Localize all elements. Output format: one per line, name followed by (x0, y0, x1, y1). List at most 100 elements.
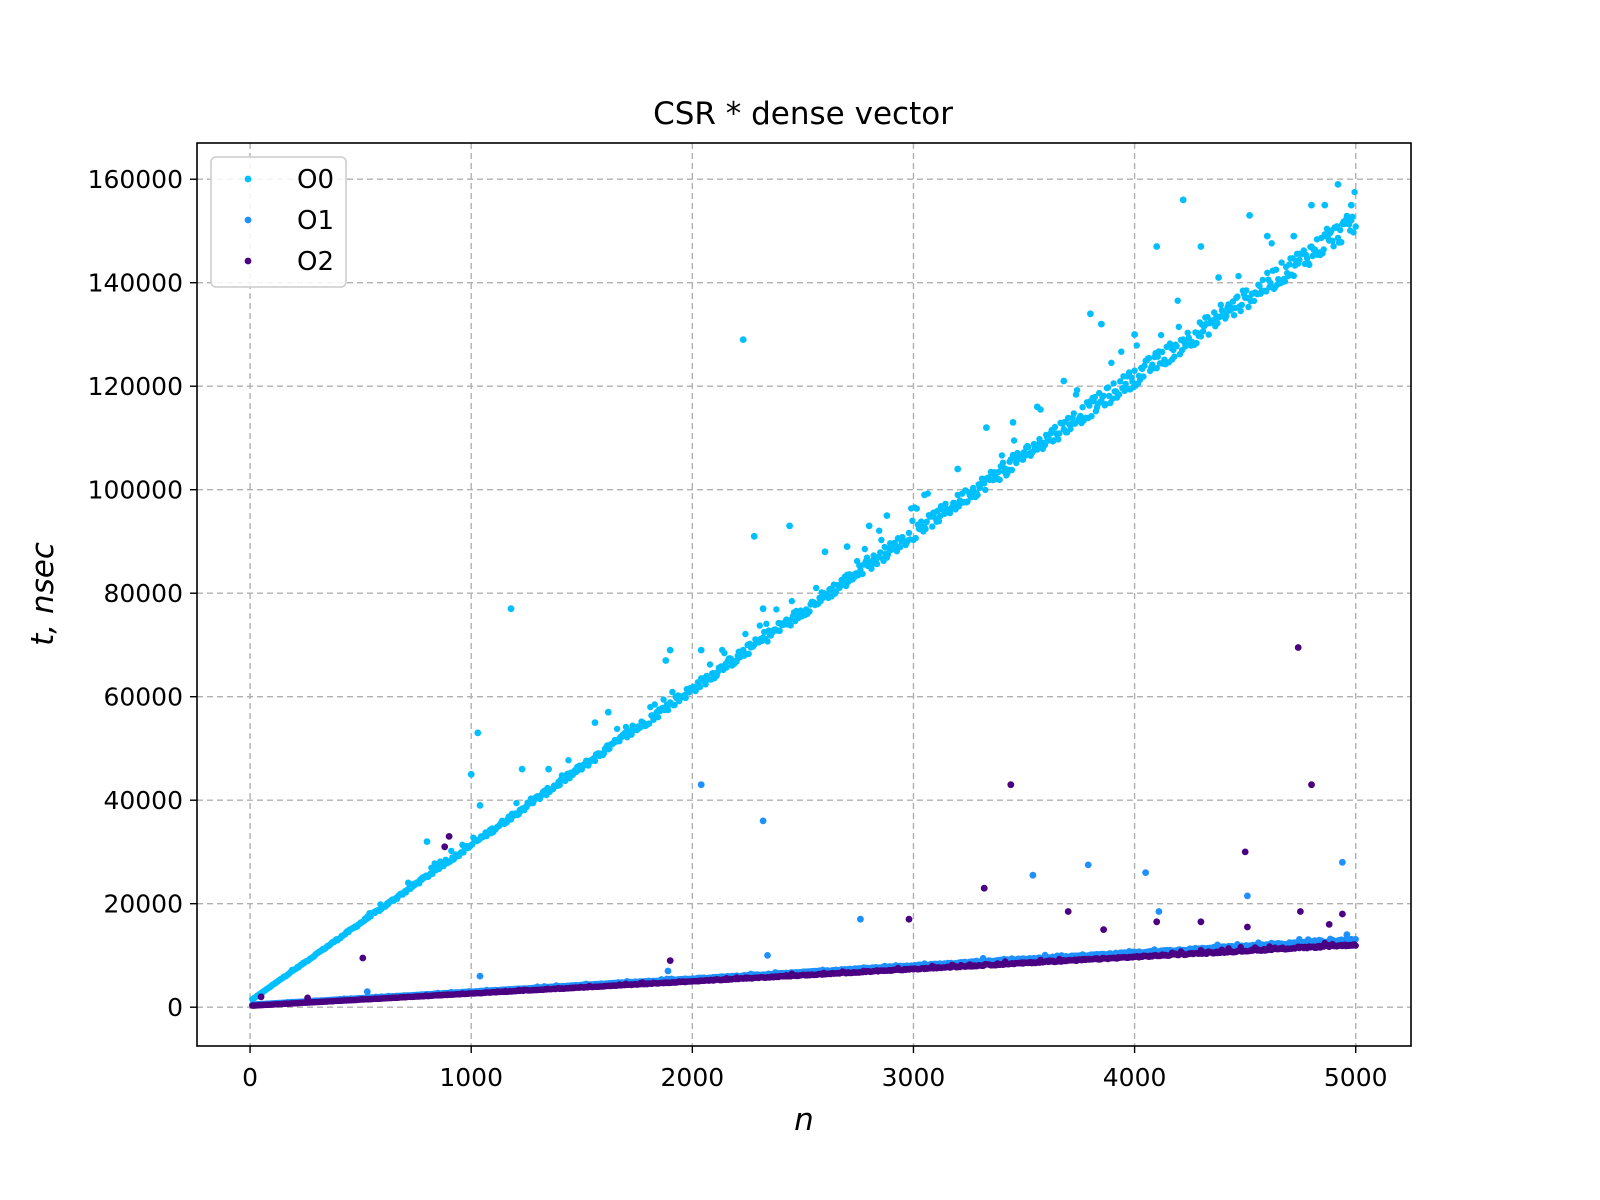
outlier-point-o0 (1263, 232, 1271, 240)
outlier-point-o0 (1197, 243, 1205, 250)
outlier-point-o0 (865, 522, 873, 530)
point-o0 (1278, 259, 1285, 266)
outlier-point-o0 (750, 532, 758, 540)
point-o0 (909, 517, 916, 524)
outlier-point-o2 (1064, 908, 1072, 915)
outlier-point-o0 (476, 802, 484, 809)
y-tick-label: 60000 (103, 683, 183, 712)
point-o0 (1350, 229, 1357, 236)
y-tick-label: 120000 (88, 372, 183, 401)
outlier-point-o2 (1294, 644, 1302, 651)
outlier-point-o2 (1244, 923, 1251, 931)
point-o1 (1352, 936, 1359, 943)
outlier-point-o2 (445, 833, 453, 840)
point-o0 (646, 720, 653, 727)
point-o0 (1145, 354, 1153, 362)
point-o0 (664, 706, 672, 714)
point-o0 (1337, 226, 1344, 234)
point-o0 (942, 500, 949, 507)
point-o0 (1036, 435, 1043, 443)
point-o0 (974, 491, 981, 499)
point-o0 (1034, 446, 1041, 453)
point-o0 (1067, 425, 1074, 433)
point-o0 (742, 630, 749, 638)
series-o2-points (249, 939, 1359, 1009)
point-o0 (787, 622, 794, 629)
outlier-point-o2 (304, 994, 311, 1002)
outlier-point-o2 (441, 843, 449, 851)
outlier-point-o2 (1007, 781, 1015, 789)
point-o0 (922, 525, 929, 533)
point-o0 (1174, 297, 1181, 304)
outlier-point-o0 (921, 491, 928, 499)
point-o0 (996, 476, 1003, 483)
outlier-point-o1 (1244, 892, 1251, 900)
point-o0 (1230, 312, 1238, 319)
outlier-point-o1 (363, 988, 371, 996)
point-o0 (918, 518, 925, 525)
legend-label-o0: O0 (297, 165, 334, 195)
point-o0 (1025, 443, 1032, 451)
point-o0 (764, 638, 771, 645)
y-axis-label: t, nsec (25, 542, 61, 646)
point-o0 (1338, 239, 1345, 246)
outlier-point-o0 (759, 605, 767, 613)
point-o0 (1259, 276, 1267, 284)
point-o0 (1091, 393, 1099, 401)
point-o0 (1131, 367, 1138, 374)
y-tick-label: 40000 (103, 786, 183, 815)
outlier-point-o0 (697, 646, 705, 654)
point-o0 (1153, 365, 1160, 372)
point-o0 (448, 847, 455, 855)
outlier-point-o1 (1029, 871, 1037, 879)
outlier-point-o2 (1297, 908, 1304, 915)
outlier-point-o2 (1325, 921, 1333, 928)
outlier-point-o0 (1290, 232, 1298, 240)
point-o0 (763, 620, 770, 627)
outlier-point-o0 (1308, 201, 1315, 209)
outlier-point-o0 (883, 512, 891, 519)
outlier-point-o0 (1246, 212, 1253, 219)
point-o0 (1286, 261, 1293, 268)
point-o0 (1223, 312, 1230, 320)
point-o0 (897, 543, 904, 551)
point-o0 (868, 565, 875, 572)
point-o0 (1256, 282, 1263, 290)
point-o0 (884, 551, 892, 558)
outlier-point-o2 (980, 884, 988, 892)
point-o0 (1115, 391, 1123, 398)
point-o0 (1349, 213, 1356, 220)
outlier-point-o2 (359, 954, 367, 962)
outlier-point-o0 (1098, 320, 1105, 328)
point-o0 (1264, 269, 1271, 276)
outlier-point-o2 (905, 915, 913, 923)
x-tick-label: 5000 (1324, 1063, 1388, 1092)
outlier-point-o1 (759, 817, 767, 825)
point-o0 (776, 627, 783, 634)
point-o0 (756, 622, 763, 629)
point-o0 (929, 523, 936, 530)
outlier-point-o0 (518, 765, 526, 773)
y-tick-label: 160000 (88, 165, 183, 194)
point-o0 (1154, 353, 1162, 360)
chart-title: CSR * dense vector (653, 96, 953, 132)
outlier-point-o2 (666, 957, 674, 964)
y-tick-label: 80000 (103, 579, 183, 608)
point-o0 (1110, 380, 1117, 387)
outlier-point-o0 (662, 657, 670, 664)
point-o0 (1352, 223, 1359, 230)
point-o0 (1214, 320, 1221, 327)
point-o0 (513, 799, 520, 807)
point-o0 (1088, 413, 1095, 420)
point-o0 (1184, 329, 1191, 336)
y-tick-label: 20000 (103, 890, 183, 919)
point-o0 (981, 480, 988, 487)
point-o0 (878, 536, 885, 544)
point-o0 (1272, 266, 1280, 273)
point-o0 (1217, 301, 1225, 308)
point-o0 (1237, 307, 1244, 315)
point-o0 (813, 584, 820, 592)
outlier-point-o0 (1179, 196, 1187, 204)
outlier-point-o0 (1334, 181, 1342, 188)
